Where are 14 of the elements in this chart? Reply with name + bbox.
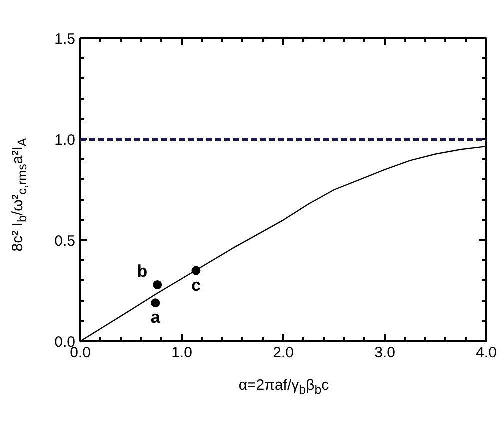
- annotation: c: [191, 276, 201, 295]
- x-tick-label: 1.0: [172, 344, 192, 362]
- x-tick-label: 4.0: [476, 344, 497, 362]
- y-tick-label: 1.5: [54, 31, 76, 48]
- point: [192, 266, 201, 276]
- x-axis-title: α=2πaf/γ$_{b}$β$_{b}$c: [238, 376, 330, 399]
- x-tick-label: 3.0: [374, 344, 396, 362]
- point: [151, 298, 160, 308]
- annotation: a: [150, 308, 161, 328]
- x-tick-label: 2.0: [273, 344, 294, 362]
- annotation: b: [137, 262, 148, 281]
- y-tick-label: 0.5: [54, 233, 76, 250]
- y-tick-label: 1.0: [54, 132, 76, 149]
- point: [153, 280, 162, 290]
